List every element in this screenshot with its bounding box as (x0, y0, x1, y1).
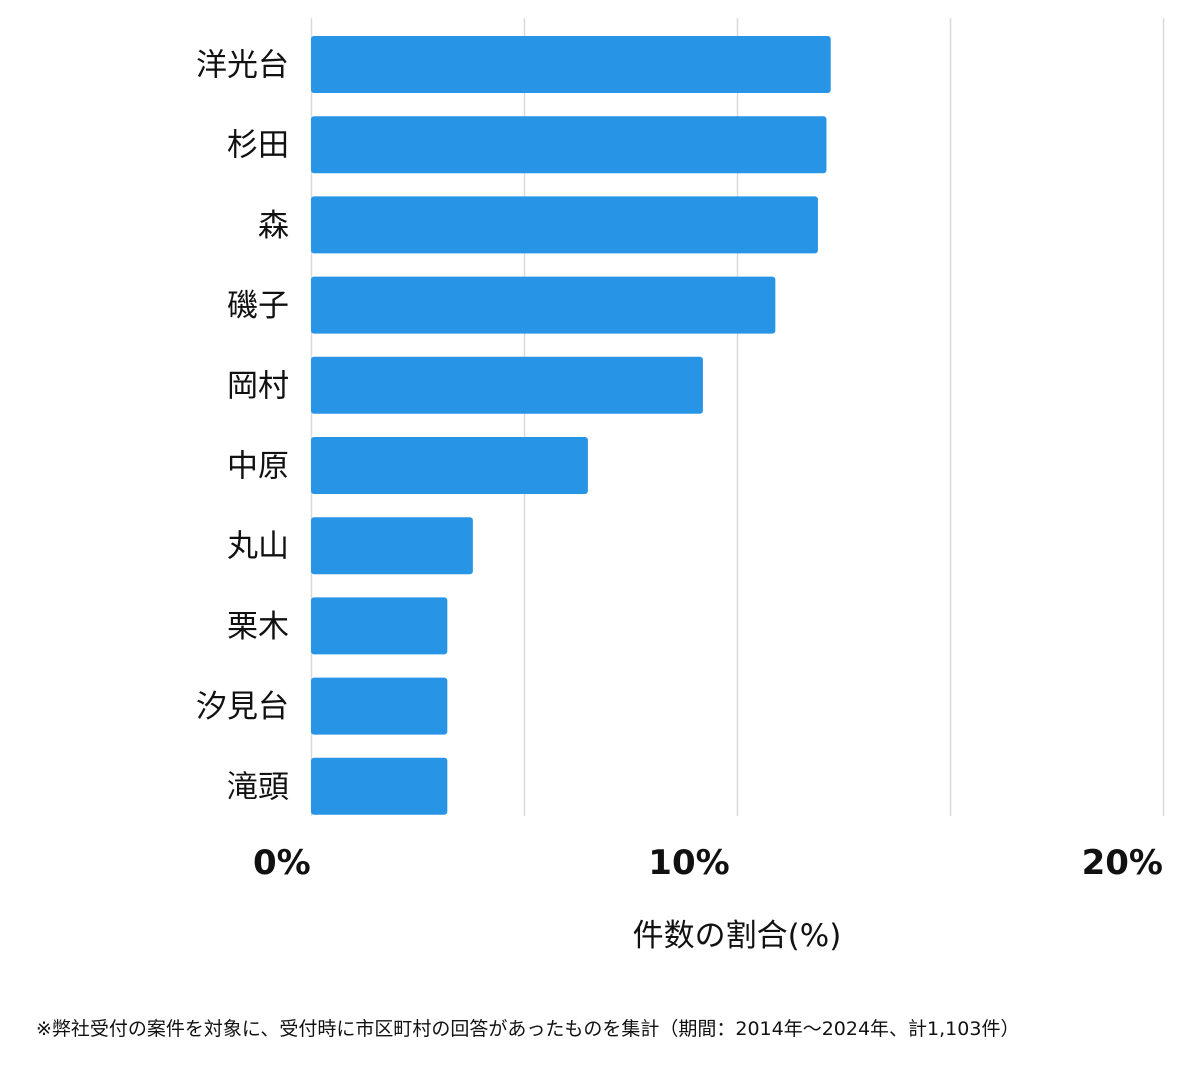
bar (311, 116, 827, 174)
category-label: 洋光台 (196, 48, 289, 84)
x-tick-label: 10% (648, 843, 729, 883)
bars (311, 36, 831, 815)
bar (311, 36, 831, 93)
category-label: 岡村 (227, 368, 289, 404)
bar (311, 517, 473, 575)
category-label: 杉田 (227, 128, 289, 164)
bar (311, 757, 448, 815)
bar (311, 677, 448, 735)
category-label: 磯子 (227, 288, 289, 324)
category-label: 滝頭 (227, 769, 289, 805)
category-label: 汐見台 (196, 689, 289, 725)
bar (311, 196, 818, 254)
x-axis-title: 件数の割合(%) (633, 918, 842, 954)
bar (311, 356, 703, 414)
category-label: 森 (258, 208, 289, 244)
bar (311, 437, 588, 494)
category-label: 丸山 (227, 529, 289, 565)
category-label: 中原 (227, 449, 289, 485)
bar (311, 597, 448, 655)
bar (311, 276, 776, 334)
category-label: 栗木 (227, 609, 289, 645)
footnote: ※弊社受付の案件を対象に、受付時に市区町村の回答があったものを集計（期間：201… (36, 1018, 1020, 1040)
x-tick-label: 0% (253, 843, 311, 883)
x-tick-label: 20% (1082, 843, 1163, 883)
x-tick-labels: 0% 10% 20% (253, 843, 1163, 883)
